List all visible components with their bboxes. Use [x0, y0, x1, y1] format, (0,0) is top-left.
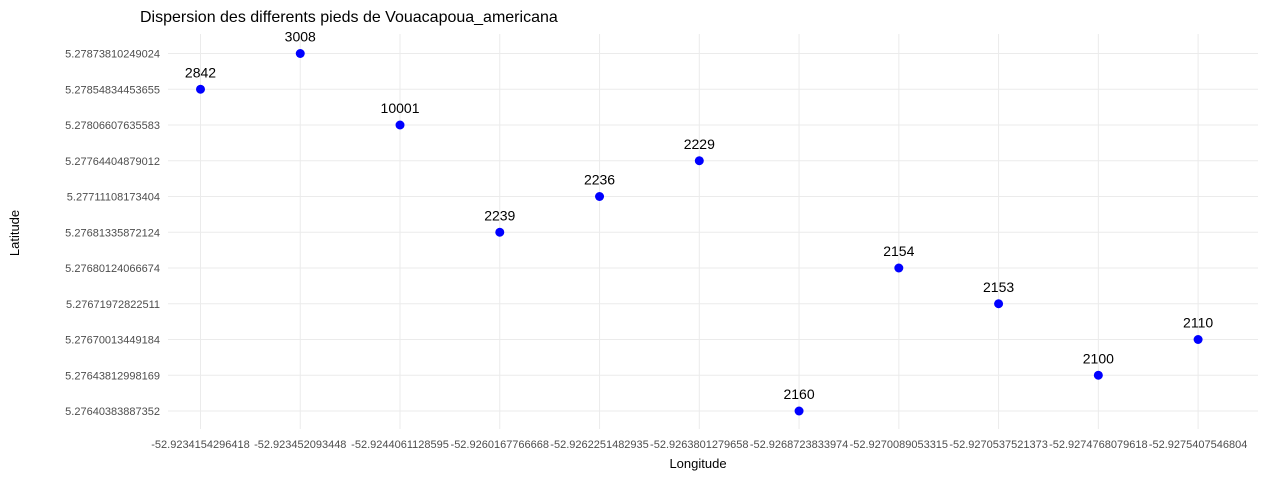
data-point	[794, 406, 804, 416]
x-tick-label: -52.9270537521373	[949, 439, 1047, 451]
data-label: 2160	[783, 386, 814, 402]
x-tick-label: -52.9263801279658	[650, 439, 748, 451]
data-point	[495, 227, 505, 237]
data-label: 2154	[883, 243, 914, 259]
y-tick-label: 5.27671972822511	[66, 299, 160, 311]
data-points	[196, 49, 1203, 416]
data-label: 3008	[285, 29, 316, 45]
data-label: 2153	[983, 279, 1014, 295]
data-label: 2236	[584, 172, 615, 188]
data-point	[1093, 370, 1103, 380]
x-tick-label: -52.9268723833974	[750, 439, 848, 451]
x-axis-title: Longitude	[669, 456, 726, 471]
data-point	[1193, 335, 1203, 344]
grid-lines	[168, 34, 1258, 429]
data-point	[395, 120, 405, 130]
x-tick-label: -52.9270089053315	[850, 439, 948, 451]
x-tick-label: -52.9275407546804	[1149, 439, 1247, 451]
data-label: 2229	[684, 136, 715, 152]
chart-title: Dispersion des differents pieds de Vouac…	[140, 9, 558, 26]
x-axis-ticks: -52.9234154296418 -52.923452093448 -52.924…	[151, 439, 1247, 451]
x-tick-label: -52.9274768079618	[1049, 439, 1147, 451]
data-point	[595, 192, 605, 201]
data-point	[894, 263, 904, 273]
y-tick-label: 5.27670013449184	[65, 335, 160, 347]
x-tick-label: -52.9234154296418	[151, 439, 249, 451]
data-point	[994, 299, 1004, 309]
y-tick-label: 5.27764404879012	[65, 156, 160, 168]
data-point	[196, 84, 205, 94]
y-tick-label: 5.27643812998169	[65, 370, 160, 382]
y-tick-label: 5.27873810249024	[65, 49, 160, 61]
y-tick-label: 5.27640383887352	[65, 406, 160, 418]
data-point	[694, 156, 704, 166]
data-label: 2239	[484, 207, 515, 223]
y-tick-label: 5.27681335872124	[65, 227, 160, 239]
point-labels: 2842 3008 10001 2239 2236 2229 2160 2154 2153 210…	[185, 29, 1213, 403]
data-label: 10001	[381, 100, 420, 116]
y-axis-ticks: 5.27640383887352 5.27643812998169 5.276700…	[65, 49, 160, 419]
x-tick-label: -52.9262251482935	[550, 439, 648, 451]
x-tick-label: -52.9244061128595	[351, 439, 449, 451]
data-label: 2100	[1083, 350, 1114, 366]
x-tick-label: -52.923452093448	[254, 439, 346, 451]
y-axis-title: Latitude	[7, 210, 22, 256]
data-point	[295, 49, 305, 58]
y-tick-label: 5.27711108173404	[67, 192, 160, 204]
y-tick-label: 5.27806607635583	[65, 120, 160, 132]
data-label: 2842	[185, 64, 216, 80]
data-label: 2110	[1183, 315, 1213, 331]
y-tick-label: 5.27854834453655	[65, 84, 160, 96]
x-tick-label: -52.9260167766668	[451, 439, 549, 451]
y-tick-label: 5.27680124066674	[65, 263, 160, 275]
